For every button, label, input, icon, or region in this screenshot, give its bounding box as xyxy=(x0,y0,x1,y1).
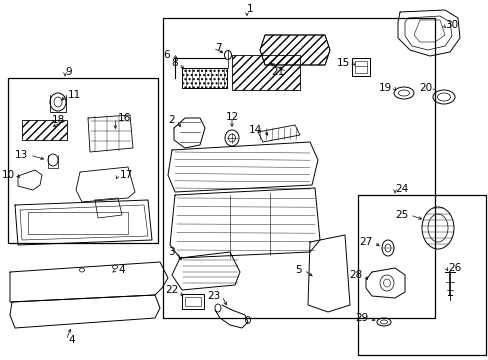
Text: 10: 10 xyxy=(2,170,15,180)
Text: 12: 12 xyxy=(225,112,238,122)
Text: 23: 23 xyxy=(206,291,220,301)
Bar xyxy=(351,58,369,76)
Text: 29: 29 xyxy=(354,313,367,323)
Bar xyxy=(182,68,226,88)
Bar xyxy=(28,212,128,234)
Bar xyxy=(184,297,201,306)
Bar xyxy=(8,78,158,243)
Bar xyxy=(357,195,485,355)
Text: 20: 20 xyxy=(418,83,431,93)
Text: 7: 7 xyxy=(215,43,221,53)
Text: 24: 24 xyxy=(394,184,407,194)
Text: 11: 11 xyxy=(68,90,81,100)
Text: 26: 26 xyxy=(447,263,460,273)
Text: 3: 3 xyxy=(168,247,175,257)
Text: 17: 17 xyxy=(120,170,133,180)
Text: 27: 27 xyxy=(358,237,371,247)
Text: 15: 15 xyxy=(336,58,349,68)
Text: 16: 16 xyxy=(118,113,131,123)
Text: 18: 18 xyxy=(52,115,65,125)
Text: 25: 25 xyxy=(394,210,407,220)
Text: 4: 4 xyxy=(118,265,124,275)
Text: 4: 4 xyxy=(68,335,75,345)
Text: 21: 21 xyxy=(271,67,285,77)
Text: 19: 19 xyxy=(378,83,391,93)
Text: 30: 30 xyxy=(444,20,457,30)
Text: 28: 28 xyxy=(348,270,361,280)
Text: 2: 2 xyxy=(168,115,175,125)
Text: 9: 9 xyxy=(65,67,71,77)
Text: 1: 1 xyxy=(246,4,253,14)
Bar xyxy=(182,294,203,309)
Bar xyxy=(163,18,434,318)
Text: 5: 5 xyxy=(295,265,302,275)
Text: 6: 6 xyxy=(163,50,170,60)
Text: 8: 8 xyxy=(171,58,178,68)
Bar xyxy=(231,55,299,90)
Text: 22: 22 xyxy=(164,285,178,295)
Bar xyxy=(22,120,67,140)
Text: 14: 14 xyxy=(248,125,262,135)
Text: 13: 13 xyxy=(15,150,28,160)
Bar xyxy=(354,61,366,73)
